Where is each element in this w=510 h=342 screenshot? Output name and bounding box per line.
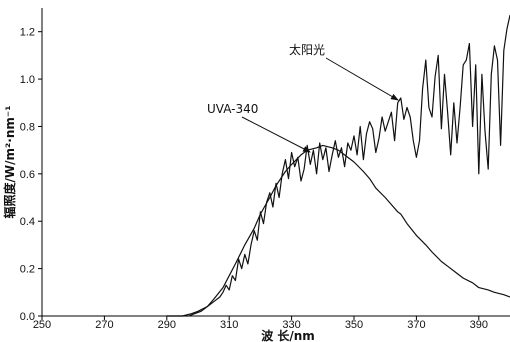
y-tick-label: 0.2 — [20, 264, 35, 276]
annotation-uva340: UVA-340 — [207, 102, 258, 116]
x-tick-label: 290 — [158, 319, 176, 331]
x-tick-label: 310 — [220, 319, 238, 331]
series-group — [166, 14, 510, 317]
x-tick-label: 270 — [95, 319, 113, 331]
y-tick-label: 0.8 — [20, 121, 35, 133]
y-tick-label: 0.6 — [20, 169, 35, 181]
arrow-sunlight — [325, 57, 399, 101]
x-tick-label: 350 — [345, 319, 363, 331]
y-axis-label: 辐照度/W/m²·nm⁻¹ — [2, 106, 17, 219]
axes-group — [41, 8, 510, 317]
ticks-group: 250 270 290 310 330 350 370 390 0.0 0.2 0.4 0.6 0.8 1… — [20, 27, 488, 331]
annotations-group: UVA-340 太阳光 — [207, 42, 399, 153]
series-line-sunlight — [166, 14, 510, 317]
annotation-sunlight: 太阳光 — [289, 42, 325, 57]
y-tick-label: 0.0 — [20, 311, 35, 323]
x-tick-label: 370 — [407, 319, 425, 331]
y-tick-label: 1.0 — [20, 74, 35, 86]
y-tick-label: 1.2 — [20, 27, 35, 39]
series-line-uva340 — [166, 144, 510, 317]
x-tick-label: 330 — [282, 319, 300, 331]
x-axis-label: 波 长/nm — [261, 328, 315, 342]
x-tick-label: 390 — [470, 319, 488, 331]
y-tick-label: 0.4 — [20, 216, 35, 228]
x-tick-label: 250 — [33, 319, 51, 331]
arrow-uva340 — [241, 116, 311, 153]
